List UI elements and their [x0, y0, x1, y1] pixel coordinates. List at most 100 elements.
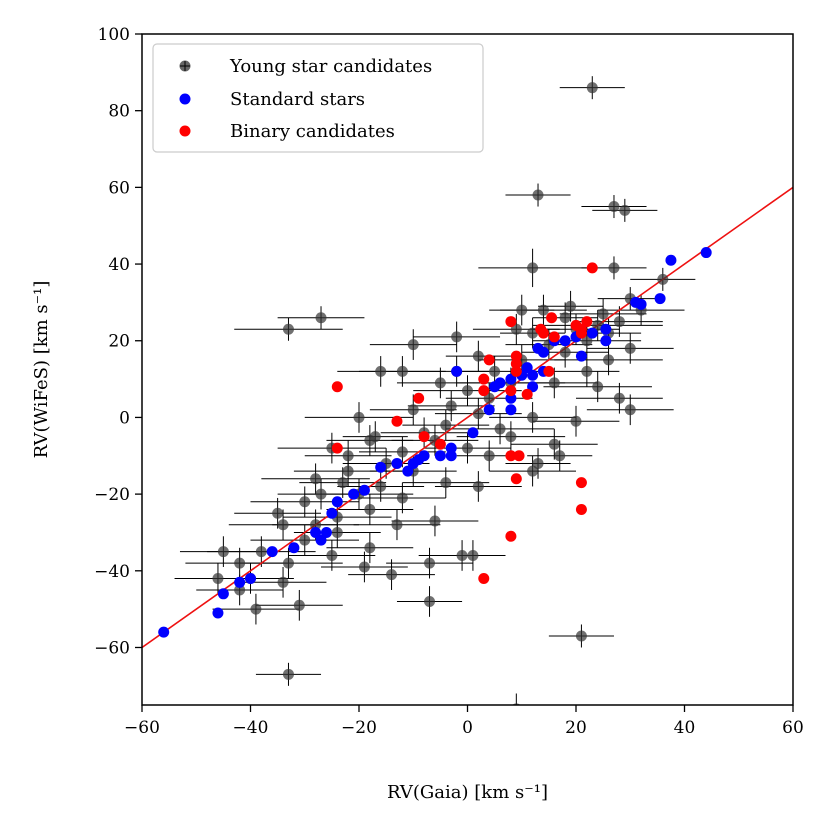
standard-point-44 [266, 546, 278, 558]
standard-point-24 [483, 404, 495, 416]
y-tick-label-3: 0 [119, 408, 130, 428]
binary-point-31 [478, 572, 490, 584]
standard-point-36 [358, 484, 370, 496]
standard-point-10 [559, 335, 571, 347]
legend-marker-standard [179, 93, 191, 105]
young-point-65 [234, 584, 246, 596]
young-point-30 [407, 404, 419, 416]
binary-point-7 [535, 323, 547, 335]
standard-point-49 [158, 626, 170, 638]
binary-point-26 [513, 450, 525, 462]
standard-point-46 [234, 576, 246, 588]
young-point-28 [613, 392, 625, 404]
young-point-90 [565, 300, 577, 312]
standard-point-27 [445, 442, 457, 454]
young-point-27 [592, 381, 604, 393]
young-point-104 [581, 365, 593, 377]
standard-point-5 [600, 323, 612, 335]
young-point-2 [608, 201, 620, 213]
binary-point-28 [575, 477, 587, 489]
young-point-3 [619, 204, 631, 216]
young-point-35 [570, 415, 582, 427]
binary-point-23 [434, 438, 446, 450]
young-point-50 [527, 465, 539, 477]
standard-point-47 [217, 588, 229, 600]
x-tick-label-6: 60 [782, 718, 804, 738]
binary-point-27 [510, 473, 522, 485]
standard-point-32 [407, 457, 419, 469]
binary-point-17 [543, 365, 555, 377]
young-point-59 [364, 542, 376, 554]
young-point-60 [255, 546, 267, 558]
binary-point-9 [510, 350, 522, 362]
one-to-one-line [142, 186, 793, 649]
standard-point-1 [665, 254, 677, 266]
young-point-13 [451, 331, 463, 343]
young-point-99 [483, 450, 495, 462]
binary-point-20 [413, 392, 425, 404]
legend-label-standard: Standard stars [230, 89, 365, 110]
young-point-8 [315, 312, 327, 324]
standard-point-45 [245, 572, 256, 584]
young-point-9 [282, 323, 294, 335]
young-point-39 [396, 446, 408, 458]
young-point-72 [424, 557, 436, 569]
legend-label-binary: Binary candidates [230, 121, 395, 142]
young-point-93 [342, 450, 354, 462]
young-point-77 [282, 668, 294, 680]
y-tick-label-7: 80 [108, 102, 130, 122]
legend-marker-binary [179, 125, 191, 137]
young-point-103 [472, 350, 484, 362]
legend-label-young: Young star candidates [229, 56, 432, 77]
young-point-101 [554, 450, 566, 462]
binary-point-22 [391, 415, 403, 427]
y-tick-label-1: −40 [94, 562, 130, 582]
standard-point-6 [600, 335, 612, 347]
young-point-76 [575, 630, 587, 642]
young-point-61 [282, 557, 294, 569]
young-point-11 [516, 304, 528, 316]
young-point-21 [396, 365, 408, 377]
binary-point-13 [478, 385, 490, 397]
standard-point-4 [630, 296, 642, 308]
standard-point-23 [505, 404, 517, 416]
young-point-12 [407, 339, 419, 351]
binary-point-30 [505, 530, 517, 542]
x-axis-label: RV(Gaia) [km s⁻¹] [387, 782, 548, 803]
young-point-66 [250, 603, 262, 615]
young-point-106 [559, 312, 571, 324]
young-point-43 [548, 438, 560, 450]
y-tick-label-2: −20 [94, 485, 130, 505]
binary-point-14 [505, 385, 517, 397]
points-layer [158, 82, 712, 705]
young-point-44 [310, 473, 322, 485]
standard-point-28 [445, 450, 457, 462]
young-point-63 [217, 546, 229, 558]
x-tick-label-4: 20 [565, 718, 587, 738]
young-point-83 [445, 400, 457, 412]
young-point-4 [527, 262, 539, 274]
standard-point-33 [402, 465, 414, 477]
young-point-6 [657, 273, 669, 285]
young-point-0 [586, 82, 598, 94]
standard-point-21 [527, 381, 539, 393]
x-tick-label-1: −40 [233, 718, 269, 738]
standard-point-13 [537, 346, 549, 358]
standard-point-26 [467, 427, 479, 439]
y-tick-label-0: −60 [94, 638, 130, 658]
young-point-1 [532, 189, 544, 201]
binary-point-4 [575, 323, 587, 335]
standard-point-0 [700, 247, 712, 259]
y-axis-label: RV(WiFeS) [km s⁻¹] [31, 281, 52, 459]
binary-point-5 [546, 312, 558, 324]
young-point-36 [624, 404, 636, 416]
young-point-42 [505, 431, 517, 443]
standard-point-8 [575, 350, 587, 362]
young-point-18 [603, 354, 615, 366]
young-point-54 [396, 492, 408, 504]
young-point-68 [277, 576, 289, 588]
binary-point-29 [575, 503, 587, 515]
young-point-95 [310, 519, 322, 531]
young-point-41 [462, 442, 473, 454]
